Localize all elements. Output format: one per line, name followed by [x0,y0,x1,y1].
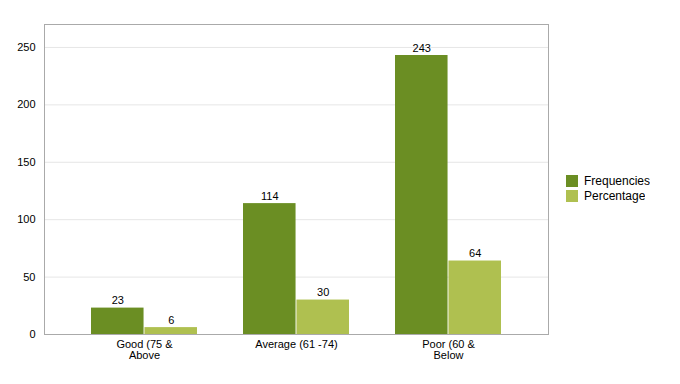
html-text:Percentage: Percentage [584,189,646,203]
svg-text:50: 50 [23,271,35,283]
svg-text:250: 250 [17,41,35,53]
svg-text:243: 243 [413,42,431,54]
svg-text:Good (75 &Above: Good (75 &Above [116,338,173,361]
svg-text:Poor (60 &Below: Poor (60 &Below [422,338,475,361]
svg-text:30: 30 [317,286,329,298]
html-text:Frequencies: Frequencies [584,174,650,188]
svg-text:100: 100 [17,213,35,225]
svg-text:200: 200 [17,98,35,110]
svg-text:114: 114 [261,190,279,202]
svg-text:0: 0 [29,328,35,340]
svg-text:6: 6 [168,314,174,326]
svg-text:Average (61 -74): Average (61 -74) [255,338,337,350]
svg-text:150: 150 [17,156,35,168]
svg-text:23: 23 [112,294,124,306]
svg-text:64: 64 [469,247,481,259]
